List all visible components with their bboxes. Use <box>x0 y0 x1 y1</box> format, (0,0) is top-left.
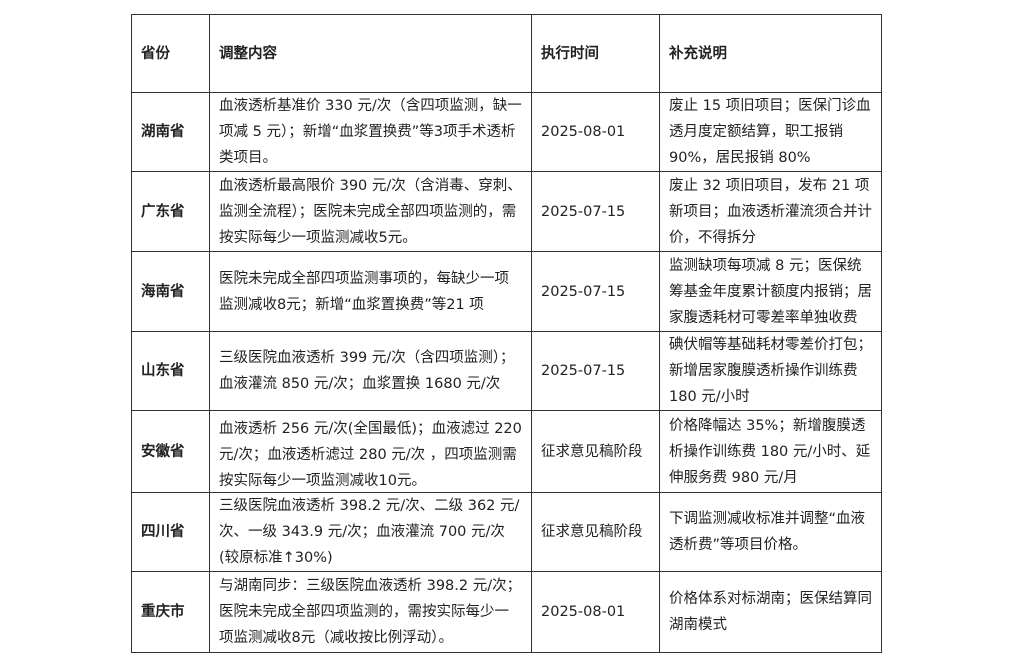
header-content: 调整内容 <box>209 14 532 93</box>
cell-province: 安徽省 <box>131 410 210 493</box>
cell-content: 三级医院血液透析 399 元/次（含四项监测）；血液灌流 850 元/次；血浆置… <box>209 331 532 411</box>
cell-date: 2025-07-15 <box>531 171 660 252</box>
province-text: 湖南省 <box>141 124 185 140</box>
cell-note: 价格体系对标湖南；医保结算同湖南模式 <box>659 571 882 653</box>
cell-province: 重庆市 <box>131 571 210 653</box>
cell-content: 血液透析基准价 330 元/次（含四项监测，缺一项减 5 元）；新增“血浆置换费… <box>209 92 532 172</box>
policy-table: 省份 调整内容 执行时间 补充说明 湖南省 血液透析基准价 330 元/次（含四项… <box>131 14 882 653</box>
cell-content: 与湖南同步：三级医院血液透析 398.2 元/次；医院未完成全部四项监测的，需按… <box>209 571 532 653</box>
cell-date: 征求意见稿阶段 <box>531 410 660 493</box>
province-text: 广东省 <box>141 203 185 220</box>
cell-province: 山东省 <box>131 331 210 411</box>
cell-date: 2025-08-01 <box>531 92 660 172</box>
content-text: 三级医院血液透析 398.2 元/次、二级 362 元/次、一级 343.9 元… <box>219 498 520 566</box>
table-row: 四川省 三级医院血液透析 398.2 元/次、二级 362 元/次、一级 343.… <box>131 492 882 572</box>
cell-content: 医院未完成全部四项监测事项的，每缺少一项监测减收8元；新增“血浆置换费”等21 … <box>209 251 532 332</box>
date-text: 2025-08-01 <box>541 604 626 620</box>
cell-province: 湖南省 <box>131 92 210 172</box>
cell-province: 海南省 <box>131 251 210 332</box>
province-text: 安徽省 <box>141 443 185 460</box>
content-text: 血液透析基准价 330 元/次（含四项监测，缺一项减 5 元）；新增“血浆置换费… <box>219 98 522 166</box>
note-text: 碘伏帽等基础耗材零差价打包；新增居家腹膜透析操作训练费 180 元/小时 <box>669 337 872 405</box>
content-text: 医院未完成全部四项监测事项的，每缺少一项监测减收8元；新增“血浆置换费”等21 … <box>219 270 509 313</box>
table-row: 湖南省 血液透析基准价 330 元/次（含四项监测，缺一项减 5 元）；新增“血浆… <box>131 92 882 172</box>
cell-content: 血液透析最高限价 390 元/次（含消毒、穿刺、监测全流程）；医院未完成全部四项… <box>209 171 532 252</box>
table-row: 广东省 血液透析最高限价 390 元/次（含消毒、穿刺、监测全流程）；医院未完成全… <box>131 171 882 252</box>
cell-province: 四川省 <box>131 492 210 572</box>
note-text: 下调监测减收标准并调整“血液透析费”等项目价格。 <box>669 511 866 553</box>
date-text: 征求意见稿阶段 <box>541 443 643 460</box>
header-date: 执行时间 <box>531 14 660 93</box>
header-note: 补充说明 <box>659 14 882 93</box>
cell-content: 血液透析 256 元/次(全国最低)；血液滤过 220 元/次；血液透析滤过 2… <box>209 410 532 493</box>
date-text: 2025-08-01 <box>541 124 626 140</box>
province-text: 山东省 <box>141 363 185 379</box>
province-text: 重庆市 <box>141 604 185 620</box>
date-text: 2025-07-15 <box>541 363 626 379</box>
content-text: 与湖南同步：三级医院血液透析 398.2 元/次；医院未完成全部四项监测的，需按… <box>219 578 522 646</box>
cell-date: 2025-08-01 <box>531 571 660 653</box>
note-text: 价格体系对标湖南；医保结算同湖南模式 <box>669 591 872 633</box>
province-text: 海南省 <box>141 283 185 300</box>
cell-note: 废止 32 项旧项目，发布 21 项新项目；血液透析灌流须合并计价，不得拆分 <box>659 171 882 252</box>
table-row: 山东省 三级医院血液透析 399 元/次（含四项监测）；血液灌流 850 元/次；… <box>131 331 882 411</box>
date-text: 2025-07-15 <box>541 203 626 220</box>
cell-province: 广东省 <box>131 171 210 252</box>
note-text: 价格降幅达 35%；新增腹膜透析操作训练费 180 元/小时、延伸服务费 980… <box>669 417 871 486</box>
cell-date: 征求意见稿阶段 <box>531 492 660 572</box>
cell-note: 废止 15 项旧项目；医保门诊血透月度定额结算，职工报销 90%，居民报销 80… <box>659 92 882 172</box>
content-text: 血液透析 256 元/次(全国最低)；血液滤过 220 元/次；血液透析滤过 2… <box>219 420 522 488</box>
cell-note: 碘伏帽等基础耗材零差价打包；新增居家腹膜透析操作训练费 180 元/小时 <box>659 331 882 411</box>
cell-note: 监测缺项每项减 8 元；医保统筹基金年度累计额度内报销；居家腹透耗材可零差率单独… <box>659 251 882 332</box>
note-text: 废止 15 项旧项目；医保门诊血透月度定额结算，职工报销 90%，居民报销 80… <box>669 98 871 166</box>
table-row: 重庆市 与湖南同步：三级医院血液透析 398.2 元/次；医院未完成全部四项监测的… <box>131 571 882 653</box>
date-text: 2025-07-15 <box>541 283 626 300</box>
table-header-row: 省份 调整内容 执行时间 补充说明 <box>131 14 882 93</box>
cell-note: 价格降幅达 35%；新增腹膜透析操作训练费 180 元/小时、延伸服务费 980… <box>659 410 882 493</box>
header-province: 省份 <box>131 14 210 93</box>
cell-content: 三级医院血液透析 398.2 元/次、二级 362 元/次、一级 343.9 元… <box>209 492 532 572</box>
cell-date: 2025-07-15 <box>531 331 660 411</box>
province-text: 四川省 <box>141 524 185 540</box>
table-row: 安徽省 血液透析 256 元/次(全国最低)；血液滤过 220 元/次；血液透析滤… <box>131 410 882 493</box>
cell-date: 2025-07-15 <box>531 251 660 332</box>
cell-note: 下调监测减收标准并调整“血液透析费”等项目价格。 <box>659 492 882 572</box>
content-text: 血液透析最高限价 390 元/次（含消毒、穿刺、监测全流程）；医院未完成全部四项… <box>219 177 522 246</box>
table-row: 海南省 医院未完成全部四项监测事项的，每缺少一项监测减收8元；新增“血浆置换费”等… <box>131 251 882 332</box>
note-text: 监测缺项每项减 8 元；医保统筹基金年度累计额度内报销；居家腹透耗材可零差率单独… <box>669 257 872 326</box>
content-text: 三级医院血液透析 399 元/次（含四项监测）；血液灌流 850 元/次；血浆置… <box>219 350 515 392</box>
date-text: 征求意见稿阶段 <box>541 524 643 540</box>
note-text: 废止 32 项旧项目，发布 21 项新项目；血液透析灌流须合并计价，不得拆分 <box>669 177 872 246</box>
